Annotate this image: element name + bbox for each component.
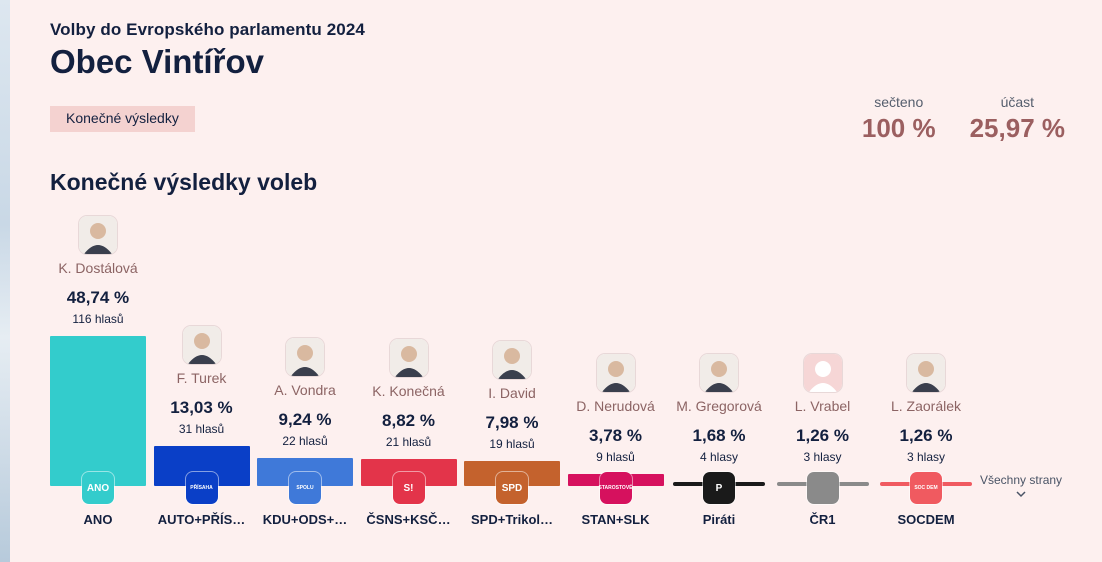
vote-count-2: 22 hlasů [282, 434, 328, 448]
candidate-avatar-8 [907, 354, 945, 392]
vote-count-7: 3 hlasy [803, 450, 842, 464]
party-name-0[interactable]: ANO [83, 512, 113, 527]
percent-label-5: 3,78 % [589, 426, 642, 445]
percent-label-6: 1,68 % [692, 426, 746, 445]
party-logo-icon-8: SOC DEM [910, 472, 942, 504]
party-logo-icon-2: SPOLU [289, 472, 321, 504]
all-parties-link[interactable]: Všechny strany [980, 473, 1063, 487]
candidate-name-4: I. David [488, 385, 536, 401]
candidate-name-8: L. Zaorálek [890, 398, 962, 414]
election-name: Volby do Evropského parlamentu 2024 [50, 20, 365, 39]
party-name-2[interactable]: KDU+ODS+… [262, 512, 348, 527]
party-logo-icon-7 [806, 472, 839, 504]
candidate-avatar-2 [286, 338, 324, 376]
candidate-name-3: K. Konečná [372, 383, 445, 399]
percent-label-0: 48,74 % [66, 288, 130, 307]
percent-label-7: 1,26 % [796, 426, 849, 445]
turnout-value: 25,97 % [969, 113, 1065, 143]
percent-label-4: 7,98 % [485, 413, 539, 432]
counted-label: sečteno [874, 94, 924, 110]
turnout-stat: účast 25,97 % [970, 94, 1065, 144]
vote-count-1: 31 hlasů [178, 422, 225, 436]
candidate-name-6: M. Gregorová [676, 398, 762, 414]
percent-label-2: 9,24 % [278, 410, 332, 429]
party-name-6[interactable]: Piráti [702, 512, 736, 527]
percent-label-8: 1,26 % [899, 426, 953, 445]
status-badge: Konečné výsledky [50, 106, 195, 132]
candidate-avatar-4 [493, 341, 531, 379]
page-title: Obec Vintířov [50, 43, 264, 80]
candidate-name-0: K. Dostálová [58, 260, 138, 276]
party-logo-icon-3: S! [392, 472, 425, 504]
turnout-label: účast [1000, 94, 1035, 110]
vote-count-8: 3 hlasy [906, 450, 946, 464]
candidate-name-1: F. Turek [176, 370, 227, 386]
candidate-name-5: D. Nerudová [576, 398, 655, 414]
party-logo-icon-1: PŘÍSAHA [185, 472, 218, 504]
candidate-avatar-6 [700, 354, 738, 392]
party-name-4[interactable]: SPD+Trikol… [471, 512, 553, 527]
party-name-5[interactable]: STAN+SLK [581, 512, 650, 527]
percent-label-1: 13,03 % [170, 398, 233, 417]
party-logo-icon-0: ANO [82, 472, 114, 504]
party-logo-icon-4: SPD [496, 472, 528, 504]
party-name-7[interactable]: ČR1 [809, 512, 836, 527]
vote-count-0: 116 hlasů [72, 312, 124, 326]
party-name-1[interactable]: AUTO+PŘÍS… [157, 512, 246, 527]
counted-stat: sečteno 100 % [862, 94, 936, 144]
background-edge [0, 0, 10, 562]
candidate-name-7: L. Vrabel [794, 398, 851, 414]
party-logo-icon-5: STAROSTOVÉ [599, 472, 633, 504]
candidate-avatar-0 [79, 216, 117, 254]
candidate-avatar-1 [182, 326, 221, 364]
header: Volby do Evropského parlamentu 2024 Obec… [50, 20, 365, 81]
candidate-avatar-5 [596, 354, 635, 392]
stats-panel: sečteno 100 % účast 25,97 % [862, 94, 1065, 144]
candidate-avatar-7 [803, 354, 842, 392]
party-name-8[interactable]: SOCDEM [897, 512, 955, 527]
counted-value: 100 % [861, 113, 936, 143]
section-title: Konečné výsledky voleb [50, 169, 318, 195]
vote-count-3: 21 hlasů [385, 435, 432, 449]
candidate-name-2: A. Vondra [274, 382, 336, 398]
vote-count-5: 9 hlasů [596, 450, 635, 464]
bar-0[interactable] [50, 336, 146, 486]
party-name-3[interactable]: ČSNS+KSČ… [366, 512, 451, 527]
candidate-avatar-3 [389, 339, 428, 377]
party-logo-icon-6: P [703, 472, 735, 504]
percent-label-3: 8,82 % [382, 411, 435, 430]
chevron-down-icon[interactable] [1015, 489, 1027, 499]
vote-count-4: 19 hlasů [489, 437, 535, 451]
vote-count-6: 4 hlasy [699, 450, 739, 464]
